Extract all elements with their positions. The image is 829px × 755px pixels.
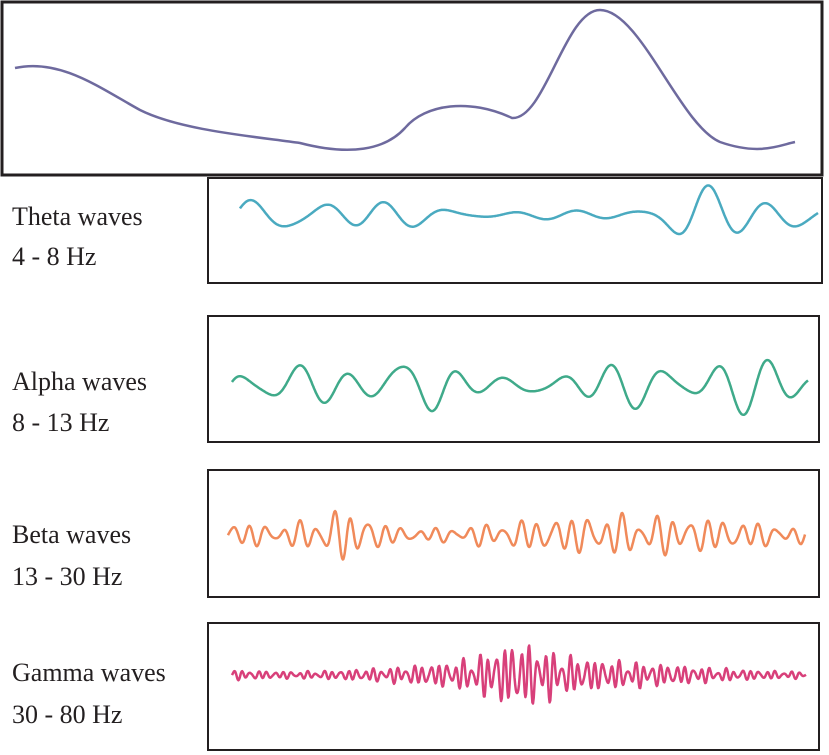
gamma-box: [207, 622, 820, 751]
theta-box: [207, 177, 823, 284]
panel-range: 8 - 13 Hz: [12, 408, 109, 437]
panel-range: 13 - 30 Hz: [12, 562, 122, 591]
panel-name: Alpha waves: [12, 367, 147, 396]
wave: [226, 509, 807, 561]
delta-box: [0, 0, 824, 177]
panel-range: 4 - 8 Hz: [12, 242, 96, 271]
wave: [230, 644, 807, 705]
wave: [230, 358, 809, 417]
wave: [238, 184, 819, 236]
panel-name: Theta waves: [12, 202, 143, 231]
panel-name: Beta waves: [12, 520, 131, 549]
panel-range: 30 - 80 Hz: [12, 700, 122, 729]
panel-name: Gamma waves: [12, 658, 166, 687]
delta-wave: [14, 8, 796, 152]
alpha-box: [207, 315, 820, 443]
beta-box: [207, 469, 820, 598]
